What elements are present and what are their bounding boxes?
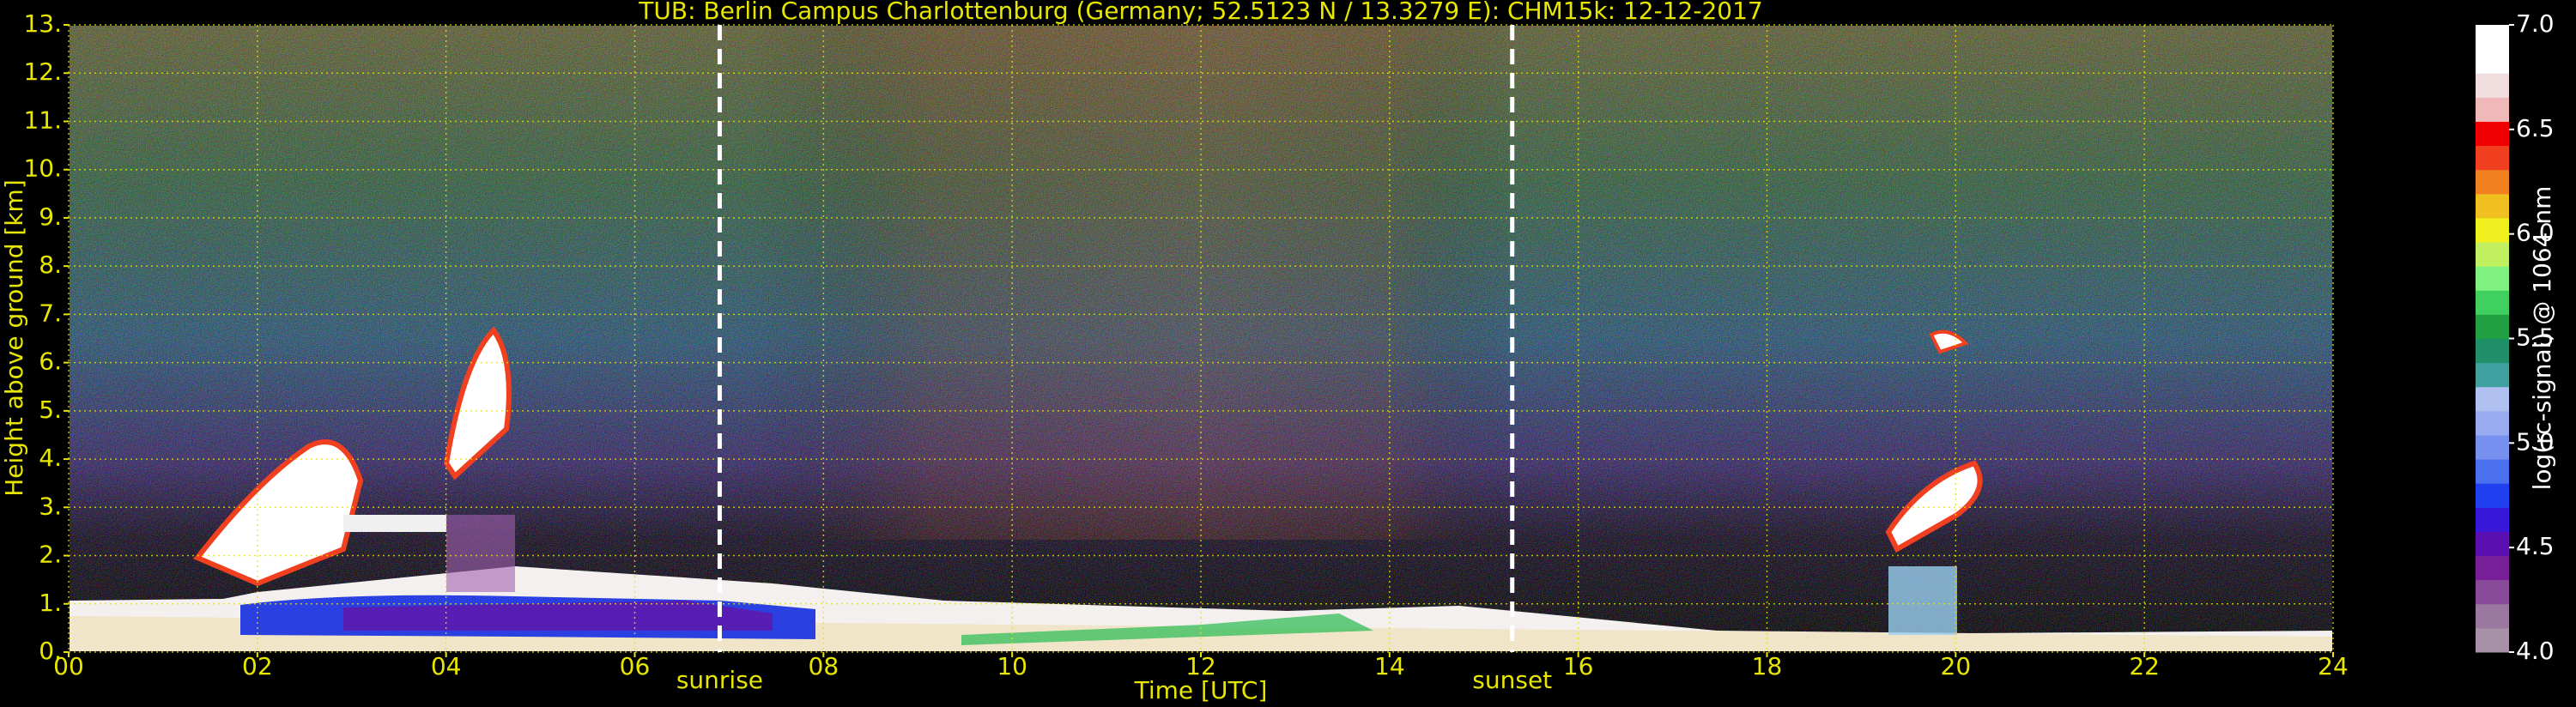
colorbar-tick-label: 4.5 [2516,532,2555,560]
raster-cloud [1885,460,1983,553]
raster-layer [961,613,1373,645]
colorbar-segment [2476,338,2509,364]
colorbar-segment [2476,579,2509,605]
y-axis-label: Height above ground [km] [0,179,28,497]
colorbar-segment [2476,290,2509,315]
y-tick-label: 8. [39,251,62,279]
y-tick-label: 0. [39,637,62,665]
colorbar-segment [2476,386,2509,412]
colorbar-segment [2476,507,2509,532]
colorbar-segment [2476,627,2509,653]
raster-cloud [193,439,364,587]
colorbar-tick-label: 5.5 [2516,323,2555,352]
colorbar-segment [2476,193,2509,219]
colorbar-segment [2476,242,2509,267]
colorbar-segment [2476,25,2509,50]
y-tick-label: 9. [39,202,62,231]
colorbar-tick-label: 7.0 [2516,9,2555,38]
annotation-label: sunset [1472,666,1552,694]
colorbar-label: log(rc-signal) @ 1064 nm [2528,186,2556,491]
x-axis-label: Time [UTC] [1134,676,1268,704]
annotation-label: sunrise [676,666,763,694]
colorbar-segment [2476,410,2509,436]
y-tick-label: 11. [23,106,62,134]
y-tick-label: 2. [39,541,62,569]
y-tick-label: 1. [39,589,62,617]
colorbar-segment [2476,434,2509,460]
raster-cloud [443,326,512,480]
y-tick-label: 13. [23,9,62,38]
colorbar-tick-label: 4.0 [2516,637,2555,665]
colorbar-segment [2476,362,2509,388]
raster-cloud [1888,566,1957,635]
colorbar-segment [2476,145,2509,171]
colorbar-segment [2476,121,2509,147]
colorbar-segment [2476,217,2509,243]
colorbar-segment [2476,459,2509,484]
raster-cloud [343,515,446,532]
y-tick-label: 7. [39,299,62,327]
colorbar-segment [2476,73,2509,98]
colorbar-segment [2476,603,2509,629]
y-tick-label: 5. [39,396,62,424]
y-tick-label: 10. [23,154,62,183]
raster-aerosol-core [343,601,773,631]
colorbar-tick-label: 6.5 [2516,114,2555,142]
chart-title: TUB: Berlin Campus Charlottenburg (Germa… [638,0,1762,25]
colorbar-segment [2476,266,2509,291]
y-tick-label: 3. [39,492,62,520]
colorbar-segment [2476,531,2509,557]
colorbar-segment [2476,97,2509,122]
y-tick-label: 12. [23,57,62,86]
raster-cloud [1929,329,1969,354]
colorbar-segment [2476,555,2509,581]
colorbar-segment [2476,49,2509,74]
y-tick-label: 6. [39,347,62,376]
colorbar-segment [2476,169,2509,195]
colorbar-segment [2476,314,2509,339]
colorbar-tick-label: 6.0 [2516,219,2555,247]
colorbar-segment [2476,483,2509,508]
raster-cloud [446,515,515,592]
y-tick-label: 4. [39,444,62,472]
colorbar-tick-label: 5.0 [2516,427,2555,456]
